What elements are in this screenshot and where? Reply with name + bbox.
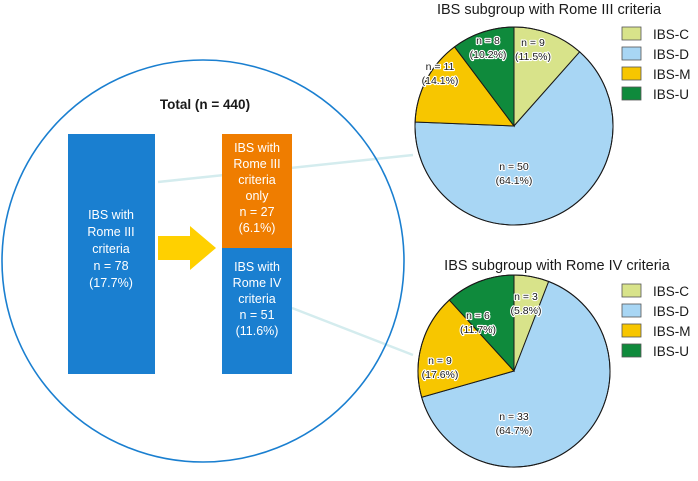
- rome4-box: IBS with Rome IV criteria n = 51 (11.6%): [222, 248, 292, 374]
- rome3-line-1: IBS with: [88, 208, 134, 222]
- pie1-outline: [417, 274, 611, 468]
- rome3-line-2: Rome III: [87, 225, 134, 239]
- rome3-line-3: criteria: [92, 242, 130, 256]
- pie-chart-rome4: IBS subgroup with Rome IV criteria n = 3…: [417, 258, 691, 468]
- rome4-line-3: criteria: [238, 292, 276, 306]
- legend-label-ibs-m: IBS-M: [653, 324, 691, 339]
- rome3-only-line-2: Rome III: [233, 157, 280, 171]
- pie1-label-pct-ibs-d: (64.7%): [496, 425, 533, 437]
- pie1-label-pct-ibs-m: (17.6%): [422, 369, 459, 381]
- pie0-label-count-ibs-c: n = 9: [521, 37, 545, 49]
- legend-swatch-ibs-d: [621, 303, 642, 318]
- rome3-line-5: (17.7%): [89, 276, 133, 290]
- rome4-line-1: IBS with: [234, 260, 280, 274]
- pie0-label-count-ibs-u: n = 8: [476, 35, 500, 47]
- rome4-line-2: Rome IV: [233, 276, 282, 290]
- rome3-only-line-6: (6.1%): [239, 221, 276, 235]
- pie0-label-count-ibs-d: n = 50: [499, 161, 529, 173]
- legend-swatch-ibs-c: [621, 26, 642, 41]
- rome4-line-4: n = 51: [239, 308, 274, 322]
- pie1-label-count-ibs-u: n = 6: [466, 310, 490, 322]
- rome3-only-line-1: IBS with: [234, 141, 280, 155]
- pie0-label-pct-ibs-d: (64.1%): [496, 175, 533, 187]
- legend-swatch-ibs-u: [621, 86, 642, 101]
- legend-label-ibs-m: IBS-M: [653, 67, 691, 82]
- pie1-label-count-ibs-d: n = 33: [499, 411, 529, 423]
- legend-label-ibs-u: IBS-U: [653, 87, 689, 102]
- pie1-label-count-ibs-m: n = 9: [428, 355, 452, 367]
- pie0-outline: [414, 26, 614, 226]
- legend-label-ibs-d: IBS-D: [653, 304, 689, 319]
- pie-chart-rome3: IBS subgroup with Rome III criteria n = …: [414, 2, 691, 226]
- rome3-only-line-3: criteria: [238, 173, 276, 187]
- total-title: Total (n = 440): [160, 97, 250, 112]
- legend-swatch-ibs-m: [621, 323, 642, 338]
- rome3-line-4: n = 78: [93, 259, 128, 273]
- rome3-box: IBS with Rome III criteria n = 78 (17.7%…: [68, 134, 155, 374]
- connector-rome4: [291, 306, 414, 357]
- legend-label-ibs-c: IBS-C: [653, 284, 689, 299]
- rome3-only-box: IBS with Rome III criteria only n = 27 (…: [222, 134, 292, 248]
- legend-swatch-ibs-u: [621, 343, 642, 358]
- pie0-label-pct-ibs-m: (14.1%): [422, 75, 459, 87]
- pie1-label-pct-ibs-u: (11.7%): [460, 324, 496, 336]
- arrow-icon: [158, 226, 216, 270]
- rome4-line-5: (11.6%): [236, 324, 279, 338]
- legend-swatch-ibs-d: [621, 46, 642, 61]
- total-circle: [1, 59, 405, 463]
- legend-swatch-ibs-m: [621, 66, 642, 81]
- legend-swatch-ibs-c: [621, 283, 642, 298]
- pie0-label-pct-ibs-c: (11.5%): [515, 51, 551, 63]
- pie1-label-count-ibs-c: n = 3: [514, 291, 538, 303]
- pie-title-rome4: IBS subgroup with Rome IV criteria: [444, 258, 671, 274]
- pie-title-rome3: IBS subgroup with Rome III criteria: [437, 2, 662, 18]
- legend-label-ibs-c: IBS-C: [653, 27, 689, 42]
- rome3-only-line-5: n = 27: [239, 205, 274, 219]
- rome3-only-line-4: only: [246, 189, 270, 203]
- legend-label-ibs-u: IBS-U: [653, 344, 689, 359]
- pie1-label-pct-ibs-c: (5.8%): [511, 305, 542, 317]
- pie0-label-pct-ibs-u: (10.2%): [470, 49, 507, 61]
- legend-label-ibs-d: IBS-D: [653, 47, 689, 62]
- pie0-label-count-ibs-m: n = 11: [426, 61, 455, 73]
